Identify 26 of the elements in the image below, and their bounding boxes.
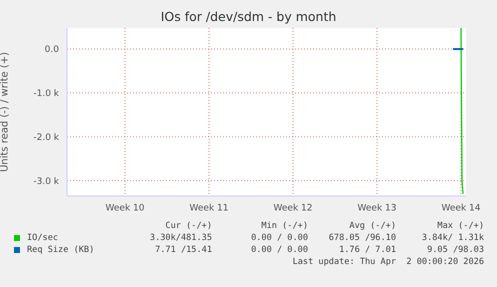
y-tick-label: -3.0 k	[33, 176, 60, 187]
text: 7.71 /15.41	[154, 244, 212, 256]
text: Last update: Thu Apr 2 00:00:20 2026	[292, 256, 484, 268]
text: Cur (-/+)	[164, 220, 212, 232]
x-tick-label: Week 10	[106, 203, 145, 214]
legend-label: Req Size (KB)	[27, 244, 94, 256]
x-tick-label: Week 11	[190, 203, 228, 214]
y-tick-label: -1.0 k	[33, 89, 60, 100]
text: 3.30k/481.35	[148, 232, 212, 244]
text: Avg (-/+)	[348, 220, 396, 232]
text: 0.00 / 0.00	[250, 232, 308, 244]
text: 9.05 /98.03	[426, 244, 484, 256]
y-axis-title: Units read (-) / write (+)	[0, 52, 11, 172]
text: Max (-/+)	[436, 220, 484, 232]
x-tick-label: Week 12	[274, 203, 312, 214]
text: 1.76 / 7.01	[338, 244, 396, 256]
x-tick-label: Week 14	[442, 203, 481, 214]
chart-title: IOs for /dev/sdm - by month	[160, 9, 338, 24]
y-tick-label: -2.0 k	[33, 132, 60, 143]
text: Min (-/+)	[260, 220, 308, 232]
text: 0.00 / 0.00	[250, 244, 308, 256]
x-tick-label: Week 13	[358, 203, 396, 214]
text: 3.84k/ 1.31k	[420, 232, 484, 244]
text: 678.05 /96.10	[328, 232, 396, 244]
y-tick-label: 0.0	[44, 45, 60, 56]
legend-label: IO/sec	[27, 232, 58, 244]
